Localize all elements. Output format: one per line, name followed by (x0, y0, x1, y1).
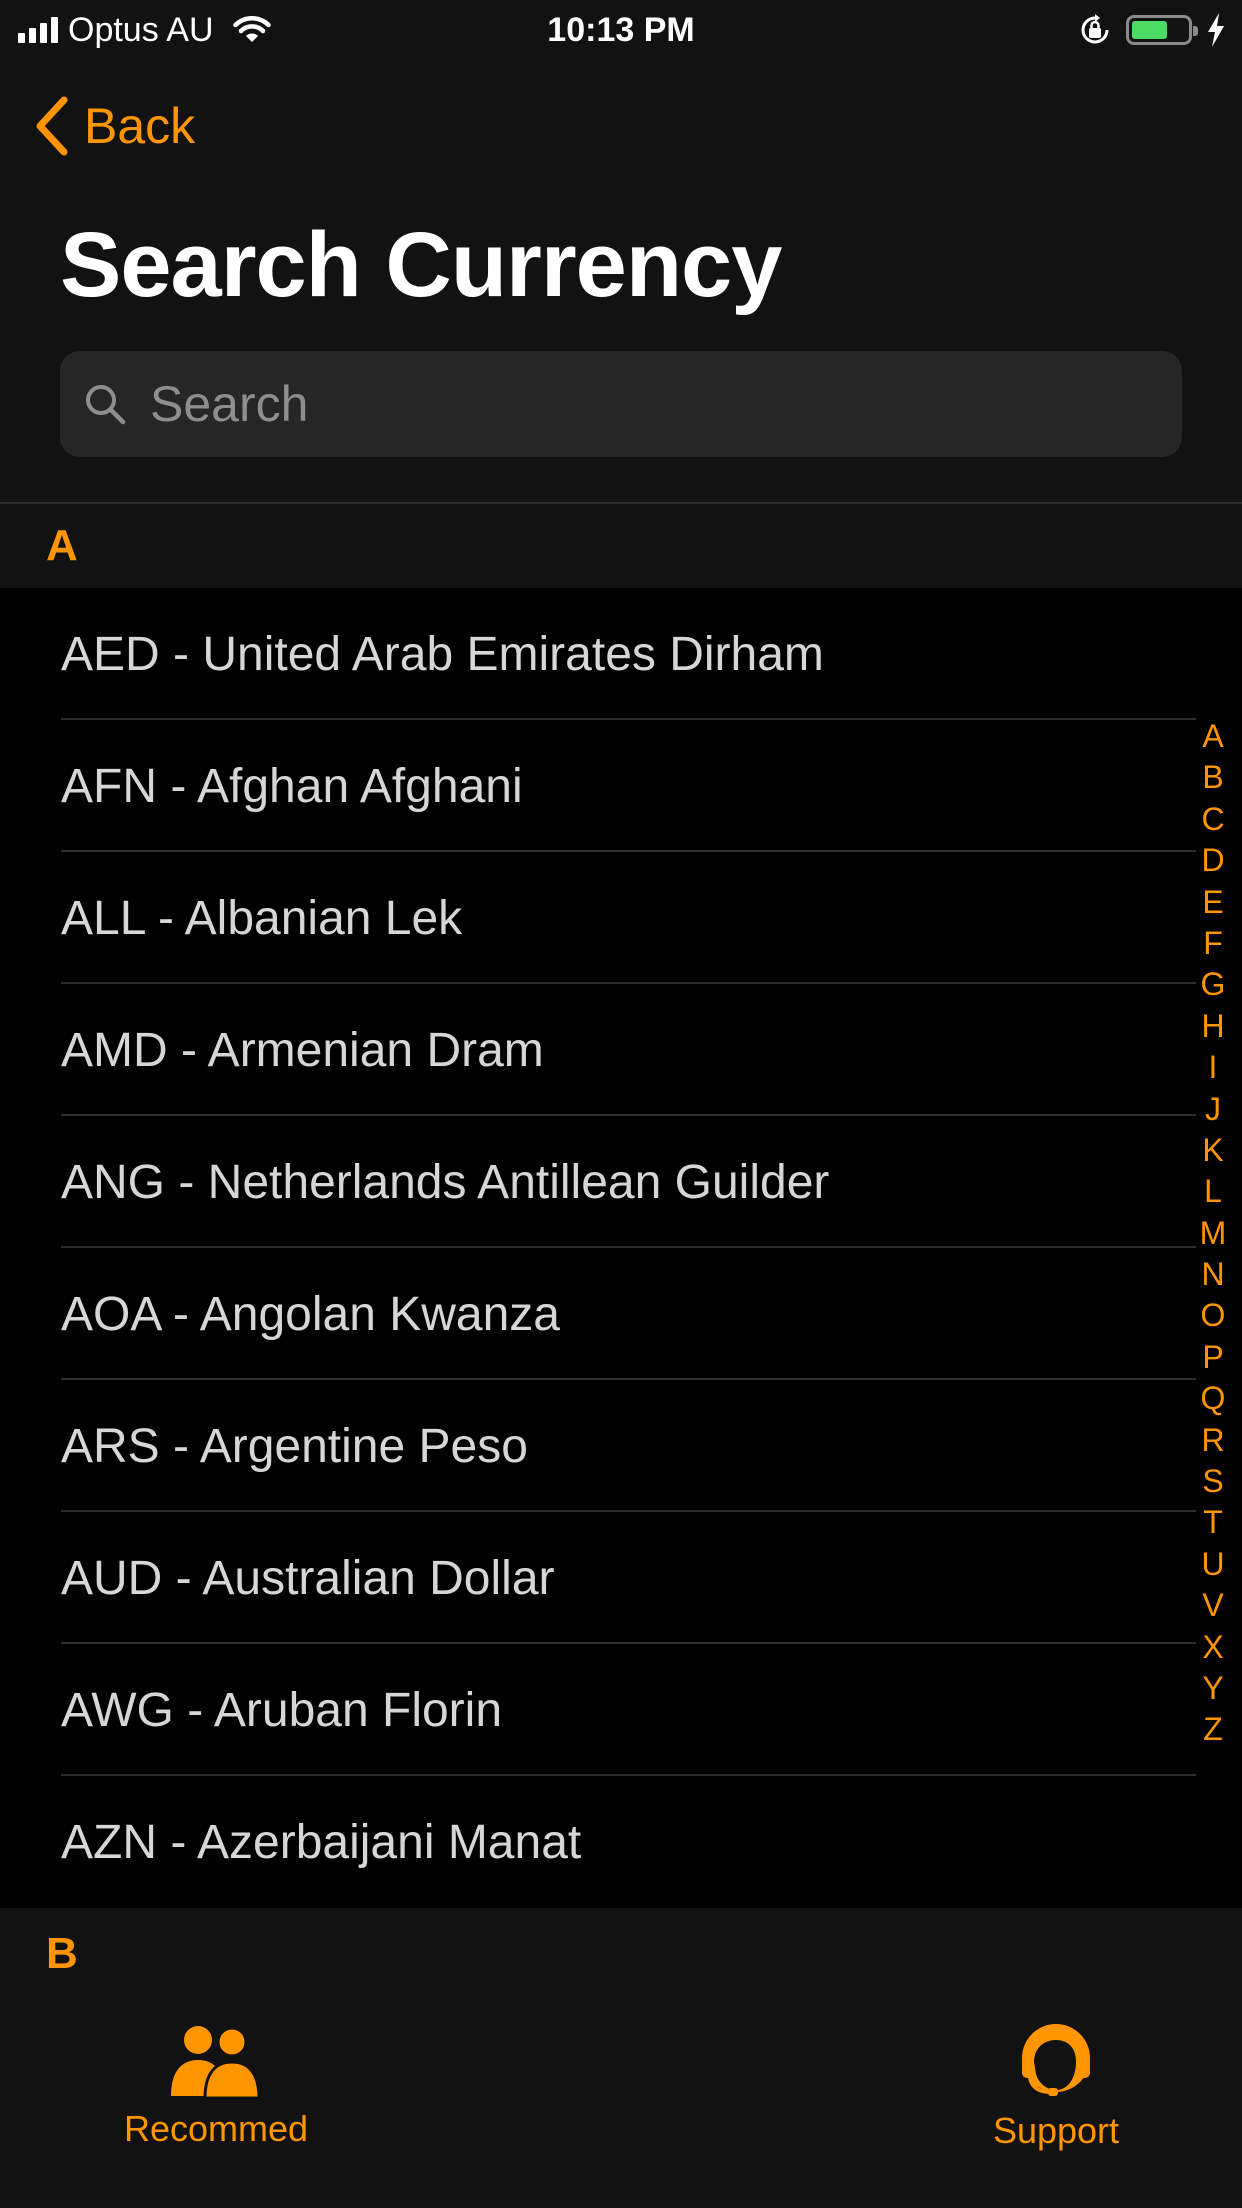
currency-item-ang[interactable]: ANG - Netherlands Antillean Guilder (0, 1116, 1242, 1248)
battery-icon (1126, 15, 1198, 45)
index-letter-s[interactable]: S (1202, 1463, 1224, 1500)
index-letter-e[interactable]: E (1202, 883, 1224, 920)
chevron-left-icon (36, 96, 68, 156)
index-letter-b[interactable]: B (1202, 759, 1224, 796)
back-label: Back (84, 98, 196, 154)
index-letter-g[interactable]: G (1200, 966, 1226, 1003)
currency-item-all[interactable]: ALL - Albanian Lek (0, 852, 1242, 984)
currency-item-aud[interactable]: AUD - Australian Dollar (0, 1512, 1242, 1644)
back-button[interactable]: Back (34, 92, 195, 160)
currency-item-afn[interactable]: AFN - Afghan Afghani (0, 720, 1242, 852)
wifi-icon (232, 15, 271, 42)
section-header-a: A (0, 504, 1242, 588)
section-index[interactable]: A B C D E F G H I J K L M N O P Q R S T … (1192, 716, 1234, 1751)
index-letter-l[interactable]: L (1204, 1173, 1222, 1210)
index-letter-k[interactable]: K (1202, 1131, 1224, 1168)
orientation-lock-icon (1081, 14, 1109, 44)
index-letter-a[interactable]: A (1202, 718, 1224, 754)
index-letter-i[interactable]: I (1208, 1049, 1218, 1086)
signal-strength-icon (18, 17, 58, 43)
currency-item-ars[interactable]: ARS - Argentine Peso (0, 1380, 1242, 1512)
index-letter-z[interactable]: Z (1203, 1711, 1223, 1748)
index-letter-f[interactable]: F (1203, 924, 1223, 961)
tab-recommend-label: Recommed (123, 2108, 309, 2149)
index-letter-u[interactable]: U (1201, 1545, 1225, 1582)
currency-item-azn[interactable]: AZN - Azerbaijani Manat (61, 1815, 582, 1869)
navigation-header: Back Search Currency (0, 60, 1242, 504)
index-letter-v[interactable]: V (1202, 1587, 1224, 1624)
index-letter-t[interactable]: T (1203, 1504, 1223, 1541)
search-icon (86, 385, 126, 425)
currency-item-aoa[interactable]: AOA - Angolan Kwanza (0, 1248, 1242, 1380)
people-icon (171, 2026, 261, 2098)
status-indicators (1078, 12, 1226, 48)
currency-item-amd[interactable]: AMD - Armenian Dram (0, 984, 1242, 1116)
page-title: Search Currency (60, 214, 782, 316)
carrier-info: Optus AU (18, 10, 272, 50)
index-letter-y[interactable]: Y (1202, 1669, 1224, 1706)
search-input[interactable] (148, 374, 1112, 434)
tab-support[interactable]: Support (956, 2022, 1156, 2152)
currency-item-awg[interactable]: AWG - Aruban Florin (0, 1644, 1242, 1776)
charging-bolt-icon (1208, 13, 1224, 47)
section-header-b: B (0, 1908, 1242, 2000)
status-bar: Optus AU 10:13 PM (0, 0, 1242, 60)
index-letter-p[interactable]: P (1202, 1338, 1224, 1375)
index-letter-n[interactable]: N (1201, 1256, 1225, 1293)
index-letter-o[interactable]: O (1200, 1297, 1226, 1334)
tab-support-label: Support (992, 2110, 1120, 2151)
index-letter-c[interactable]: C (1201, 800, 1225, 837)
index-letter-h[interactable]: H (1201, 1007, 1225, 1044)
tab-bar: Recommed Support (0, 2000, 1242, 2208)
battery-level-fill (1132, 21, 1168, 39)
search-bar[interactable] (60, 351, 1182, 457)
index-letter-d[interactable]: D (1201, 842, 1225, 879)
index-letter-j[interactable]: J (1205, 1090, 1221, 1127)
index-letter-m[interactable]: M (1199, 1214, 1227, 1251)
currency-item-aed[interactable]: AED - United Arab Emirates Dirham (0, 588, 1242, 720)
index-letter-q[interactable]: Q (1200, 1380, 1226, 1417)
headset-icon (1022, 2024, 1090, 2096)
currency-list: AED - United Arab Emirates Dirham AFN - … (0, 588, 1242, 1908)
index-letter-x[interactable]: X (1202, 1628, 1224, 1665)
index-letter-r[interactable]: R (1201, 1421, 1225, 1458)
status-time: 10:13 PM (547, 11, 695, 49)
carrier-name: Optus AU (68, 10, 214, 49)
tab-recommend[interactable]: Recommed (116, 2022, 316, 2150)
